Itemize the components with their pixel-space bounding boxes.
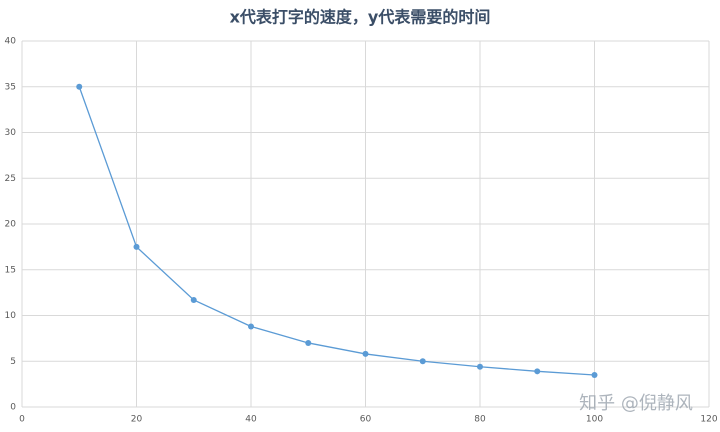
data-point (534, 368, 541, 375)
y-tick-label: 35 (5, 82, 16, 92)
y-tick-label: 40 (5, 37, 17, 47)
watermark: 知乎 @倪静风 (579, 393, 693, 414)
y-tick-label: 25 (5, 174, 16, 184)
x-tick-label: 100 (586, 415, 603, 425)
data-point (190, 296, 197, 303)
data-point (76, 83, 83, 90)
data-point (419, 358, 426, 365)
data-point (477, 363, 483, 370)
x-tick-label: 120 (700, 415, 717, 425)
y-tick-label: 20 (5, 220, 17, 230)
y-tick-label: 30 (5, 128, 17, 138)
x-tick-label: 60 (360, 415, 372, 425)
data-point (133, 243, 140, 250)
data-point (305, 339, 312, 346)
x-tick-label: 40 (245, 415, 257, 425)
y-tick-label: 0 (10, 403, 16, 413)
y-tick-label: 10 (5, 311, 17, 321)
chart-title: x代表打字的速度，y代表需要的时间 (230, 8, 491, 27)
x-tick-label: 80 (474, 415, 486, 425)
y-tick-label: 15 (5, 265, 16, 275)
series-line (78, 86, 595, 376)
data-point (248, 323, 254, 330)
y-tick-label: 5 (10, 357, 16, 367)
data-point (591, 371, 598, 378)
x-tick-label: 0 (19, 415, 25, 425)
data-point (362, 350, 369, 357)
x-tick-label: 20 (131, 415, 143, 425)
